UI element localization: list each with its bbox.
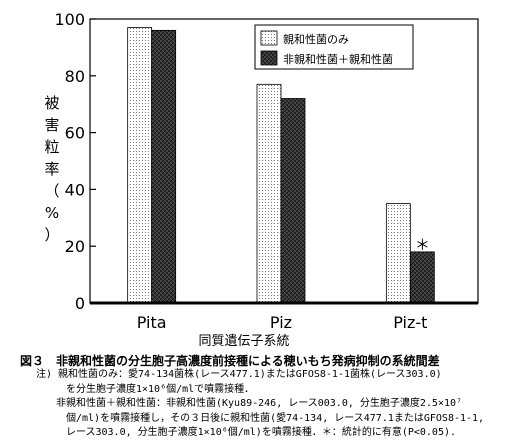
y-tick-label: 40	[65, 180, 85, 199]
significance-asterisk: ＊	[415, 236, 430, 254]
note-line: 非親和性菌＋親和性菌：非親和性菌(Kyu89-246, レース003.0, 分生…	[36, 398, 463, 409]
y-tick-label: 60	[65, 124, 85, 143]
y-label-char: 害	[44, 116, 59, 134]
y-tick-label: 80	[65, 67, 85, 86]
y-label-char: ）	[44, 226, 59, 244]
legend-label: 非親和性菌＋親和性菌	[283, 52, 393, 66]
y-label-char: 被	[44, 94, 59, 112]
y-label-char: 率	[44, 160, 59, 178]
bar-pita-series2	[151, 29, 177, 304]
x-axis-label: 同質遺伝子系統	[198, 334, 289, 349]
x-tick-label: Piz-t	[393, 313, 427, 332]
bar-chart: 0 20 40 60 80 100 Pita Piz ＊ Piz-t 親和性菌のみ非親和性菌＋親和…	[44, 10, 479, 349]
note-line: を分生胞子濃度1×10⁶個/mlで噴霧接種．	[36, 383, 255, 395]
legend-swatch	[260, 50, 278, 66]
y-label-char: （	[44, 182, 59, 200]
figure-caption: 図３ 非親和性菌の分生胞子高濃度前接種による穂いもち発病抑制の系統間差	[20, 354, 440, 368]
note-line: 注) 親和性菌のみ：愛74-134菌株(レース477.1)またはGFOS8-1-…	[36, 369, 442, 380]
y-label-char: %	[45, 204, 59, 222]
x-tick-label: Pita	[137, 313, 167, 332]
legend-box	[254, 24, 414, 70]
bar-piz-t-series2	[409, 251, 435, 304]
bar-piz-series1	[256, 83, 282, 304]
bar-piz-t-series1	[385, 203, 411, 304]
figure-notes: 注) 親和性菌のみ：愛74-134菌株(レース477.1)またはGFOS8-1-…	[36, 368, 484, 441]
note-line: 個/ml)を噴霧接種し，その３日後に親和性菌(愛74-134, レース477.1…	[36, 412, 485, 424]
y-tick-label: 0	[75, 294, 85, 313]
note-line: レース303.0, 分生胞子濃度1×10⁶個/ml)を噴霧接種．＊：統計的に有意…	[36, 427, 457, 438]
bar-pita-series1	[127, 27, 153, 304]
y-tick-label: 100	[54, 10, 85, 29]
legend-swatch	[260, 30, 278, 46]
x-tick-label: Piz	[270, 313, 292, 332]
y-label-char: 粒	[44, 138, 59, 156]
y-tick-label: 20	[65, 237, 85, 256]
bar-piz-series2	[280, 98, 306, 304]
legend-label: 親和性菌のみ	[283, 32, 349, 46]
